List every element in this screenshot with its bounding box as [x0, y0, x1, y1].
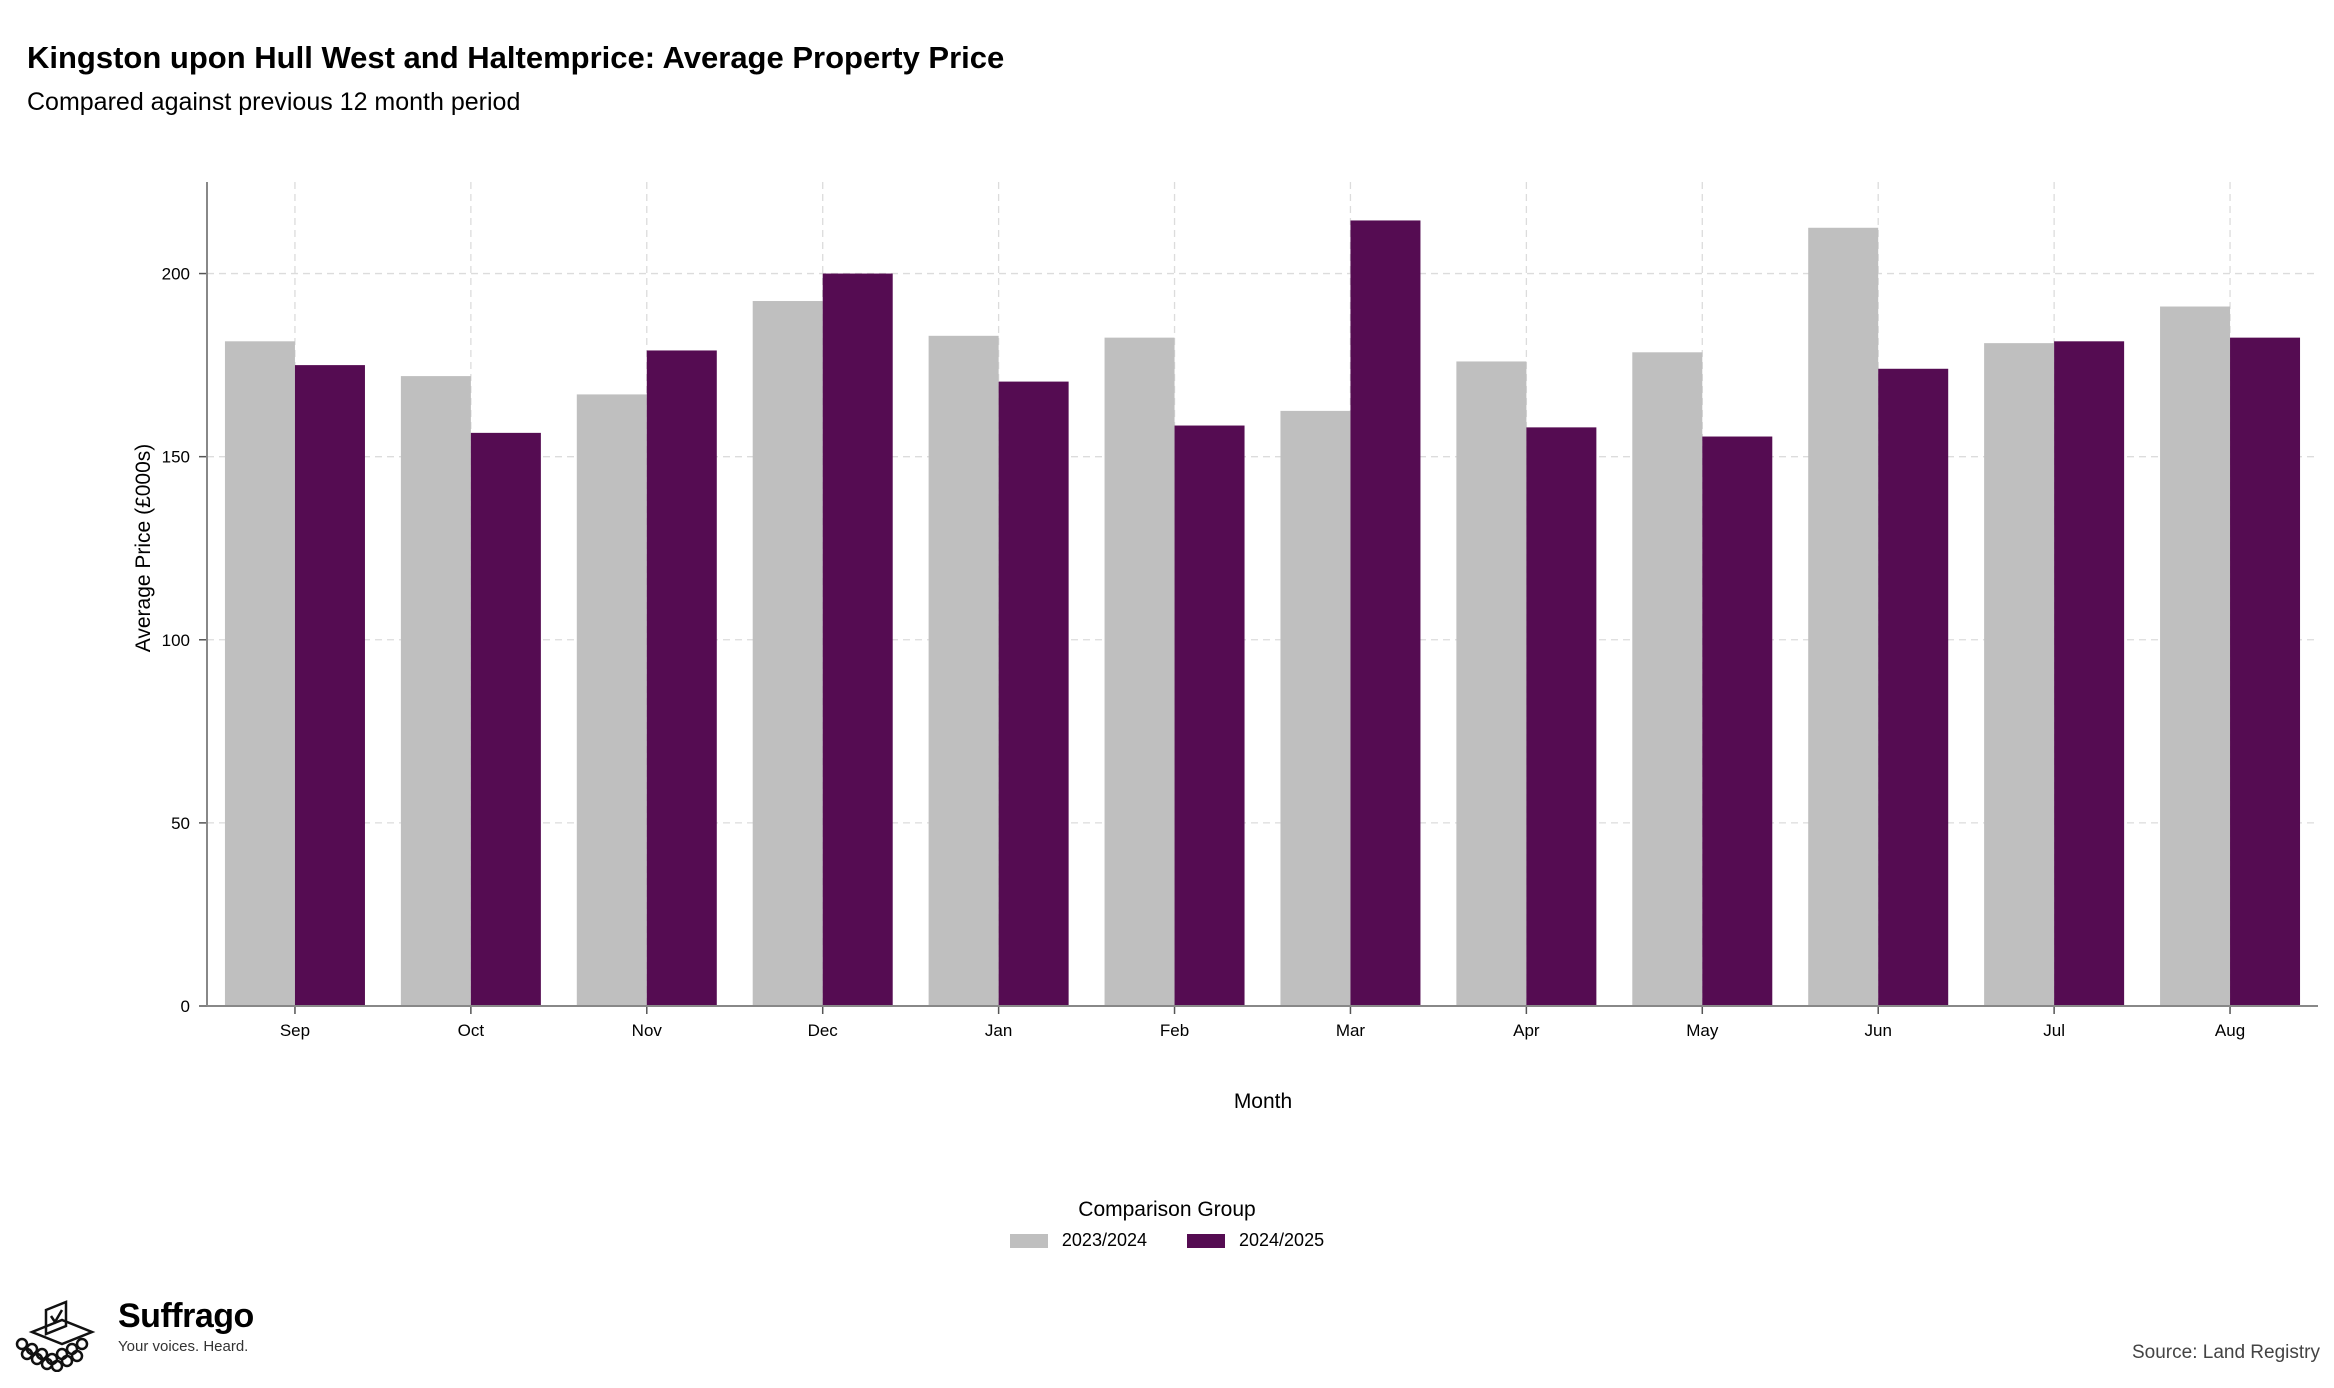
bar-2023-2024-apr: [1456, 361, 1527, 1007]
x-tick-label-mar: Mar: [1336, 1021, 1366, 1040]
y-tick-label: 200: [162, 265, 190, 284]
y-tick-label: 50: [171, 814, 190, 833]
legend-title: Comparison Group: [1078, 1198, 1256, 1221]
legend-swatch-2024-2025: [1187, 1233, 1225, 1248]
bar-2023-2024-feb: [1104, 337, 1175, 1007]
bar-2023-2024-jun: [1808, 227, 1879, 1006]
bar-2024-2025-dec: [822, 273, 893, 1006]
bar-2023-2024-aug: [2160, 306, 2231, 1006]
legend-item-2023-2024: 2023/2024: [1009, 1230, 1147, 1251]
bar-2024-2025-aug: [2230, 337, 2301, 1007]
y-tick-label: 0: [181, 997, 190, 1016]
y-axis-title: Average Price (£000s): [132, 444, 155, 653]
y-tick-label: 100: [162, 631, 190, 650]
x-tick-label-feb: Feb: [1160, 1021, 1189, 1040]
bar-2023-2024-sep: [224, 341, 295, 1007]
bar-2024-2025-jul: [2054, 341, 2125, 1007]
x-tick-label-may: May: [1686, 1021, 1719, 1040]
x-tick-label-dec: Dec: [808, 1021, 839, 1040]
bar-2024-2025-sep: [294, 365, 365, 1007]
bar-2023-2024-jan: [928, 335, 999, 1006]
logo-tagline: Your voices. Heard.: [118, 1338, 249, 1355]
axes: [199, 182, 2318, 1014]
source-note: Source: Land Registry: [2132, 1342, 2320, 1363]
x-tick-label-jan: Jan: [985, 1021, 1012, 1040]
logo-text: Suffrago Your voices. Heard.: [118, 1298, 254, 1355]
bar-2023-2024-dec: [752, 301, 823, 1006]
bar-2024-2025-may: [1702, 436, 1773, 1007]
x-tick-label-aug: Aug: [2215, 1021, 2245, 1040]
bar-2023-2024-jul: [1984, 343, 2055, 1006]
x-tick-label-nov: Nov: [632, 1021, 663, 1040]
legend-items: 2023/2024 2024/2025: [1009, 1230, 1324, 1251]
legend-swatch-2023-2024: [1009, 1233, 1048, 1248]
x-axis-title: Month: [1234, 1090, 1292, 1113]
bars: [224, 220, 2301, 1007]
x-tick-label-apr: Apr: [1513, 1021, 1540, 1040]
legend: Comparison Group 2023/2024 2024/2025: [0, 1198, 2334, 1253]
bar-2024-2025-feb: [1174, 425, 1245, 1006]
bar-2024-2025-apr: [1526, 427, 1597, 1006]
x-tick-label-oct: Oct: [458, 1021, 485, 1040]
bar-2023-2024-mar: [1280, 410, 1351, 1006]
bar-2023-2024-nov: [576, 394, 647, 1006]
suffrago-logo: Suffrago Your voices. Heard.: [14, 1292, 254, 1372]
bar-2024-2025-nov: [646, 350, 717, 1006]
legend-item-2024-2025: 2024/2025: [1187, 1230, 1324, 1251]
x-tick-label-jun: Jun: [1864, 1021, 1891, 1040]
y-tick-label: 150: [162, 448, 190, 467]
chart-title: Kingston upon Hull West and Haltemprice:…: [27, 40, 1005, 75]
logo-name: Suffrago: [118, 1297, 254, 1335]
legend-label-2024-2025: 2024/2025: [1239, 1230, 1325, 1250]
tick-labels: 0 50 100 150 200 Sep Oct Nov Dec Jan Feb Mar Apr May J…: [162, 265, 2246, 1040]
bar-2024-2025-oct: [470, 432, 541, 1007]
bar-chart: 0 50 100 150 200 Sep Oct Nov Dec Jan Feb Mar Apr May J…: [132, 182, 2318, 1113]
x-tick-label-jul: Jul: [2043, 1021, 2065, 1040]
ballot-box-icon: [15, 1300, 96, 1372]
bar-2024-2025-jan: [998, 381, 1069, 1006]
bar-2024-2025-mar: [1350, 220, 1421, 1006]
bar-2023-2024-oct: [400, 376, 471, 1006]
bar-2023-2024-may: [1632, 352, 1703, 1006]
bar-2024-2025-jun: [1878, 368, 1949, 1007]
x-tick-label-sep: Sep: [280, 1021, 310, 1040]
legend-label-2023-2024: 2023/2024: [1061, 1230, 1147, 1250]
chart-subtitle: Compared against previous 12 month perio…: [27, 88, 521, 116]
